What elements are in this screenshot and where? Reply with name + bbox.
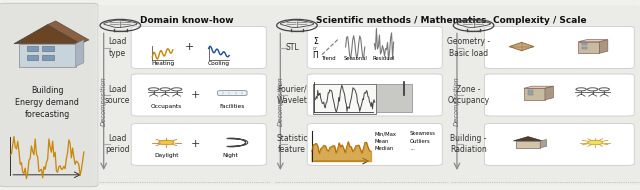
Text: Load
period: Load period — [105, 134, 129, 154]
FancyBboxPatch shape — [27, 46, 38, 51]
FancyBboxPatch shape — [307, 74, 442, 116]
Text: Building -
Radiation: Building - Radiation — [450, 134, 487, 154]
Text: Night: Night — [223, 153, 238, 158]
Text: +: + — [191, 90, 200, 100]
Text: Trend: Trend — [323, 56, 337, 62]
FancyBboxPatch shape — [307, 27, 442, 69]
FancyBboxPatch shape — [218, 91, 247, 96]
Text: Decomposition: Decomposition — [454, 76, 460, 126]
FancyBboxPatch shape — [131, 74, 266, 116]
Polygon shape — [76, 40, 84, 66]
Text: Outliers: Outliers — [410, 139, 431, 144]
Polygon shape — [600, 40, 608, 53]
Text: Load
type: Load type — [108, 37, 126, 58]
Polygon shape — [579, 40, 608, 42]
Text: Statistic
feature: Statistic feature — [276, 134, 308, 154]
Polygon shape — [19, 44, 76, 66]
Polygon shape — [540, 139, 547, 148]
FancyBboxPatch shape — [0, 3, 98, 187]
FancyBboxPatch shape — [42, 55, 54, 60]
Text: Mean: Mean — [375, 139, 389, 144]
Text: Complexity / Scale: Complexity / Scale — [493, 16, 586, 25]
FancyBboxPatch shape — [307, 124, 442, 165]
Text: Scientific methods / Mathematics: Scientific methods / Mathematics — [316, 16, 486, 25]
Text: ...: ... — [410, 146, 415, 151]
Text: Load
source: Load source — [104, 85, 130, 105]
Text: Facilities: Facilities — [220, 104, 245, 109]
Circle shape — [159, 140, 174, 145]
FancyBboxPatch shape — [131, 27, 266, 69]
Text: Fourier/
Wavelet: Fourier/ Wavelet — [276, 85, 307, 105]
Circle shape — [588, 140, 603, 145]
Polygon shape — [47, 21, 89, 44]
FancyBboxPatch shape — [528, 90, 532, 92]
Polygon shape — [545, 86, 554, 100]
Text: Cooling: Cooling — [208, 61, 230, 66]
Text: Π: Π — [313, 51, 318, 60]
FancyBboxPatch shape — [582, 47, 587, 49]
FancyBboxPatch shape — [484, 74, 634, 116]
Text: Occupants: Occupants — [151, 104, 182, 109]
Text: Building
Energy demand
forecasting: Building Energy demand forecasting — [15, 86, 79, 119]
FancyBboxPatch shape — [27, 55, 38, 60]
Text: Domain know-how: Domain know-how — [140, 16, 233, 25]
Text: Skewness: Skewness — [410, 131, 436, 136]
Text: Decomposition: Decomposition — [277, 76, 284, 126]
FancyBboxPatch shape — [42, 46, 54, 51]
FancyBboxPatch shape — [582, 43, 587, 45]
Text: STL: STL — [285, 43, 299, 52]
Text: Geometry -
Basic load: Geometry - Basic load — [447, 37, 490, 58]
Polygon shape — [524, 86, 554, 88]
Polygon shape — [579, 42, 600, 53]
Text: +: + — [191, 139, 200, 149]
FancyBboxPatch shape — [484, 124, 634, 165]
Text: Daylight: Daylight — [154, 153, 179, 158]
Text: Heating: Heating — [151, 61, 174, 66]
Polygon shape — [509, 42, 534, 51]
Text: Min/Max: Min/Max — [375, 131, 397, 136]
FancyBboxPatch shape — [131, 124, 266, 165]
Polygon shape — [524, 88, 545, 100]
Text: Residual: Residual — [373, 56, 395, 62]
Text: or: or — [313, 46, 318, 51]
Polygon shape — [14, 25, 81, 44]
FancyBboxPatch shape — [484, 27, 634, 69]
FancyBboxPatch shape — [313, 84, 376, 114]
Text: Zone -
Occupancy: Zone - Occupancy — [447, 85, 490, 105]
FancyBboxPatch shape — [372, 84, 412, 112]
Text: Seasonal: Seasonal — [343, 56, 367, 62]
Polygon shape — [516, 141, 540, 148]
FancyBboxPatch shape — [95, 5, 640, 185]
Polygon shape — [513, 137, 543, 141]
Text: Decomposition: Decomposition — [100, 76, 107, 126]
FancyBboxPatch shape — [528, 93, 532, 95]
Text: Σ: Σ — [313, 37, 318, 46]
Text: +: + — [185, 43, 194, 52]
Text: Median: Median — [375, 146, 394, 151]
